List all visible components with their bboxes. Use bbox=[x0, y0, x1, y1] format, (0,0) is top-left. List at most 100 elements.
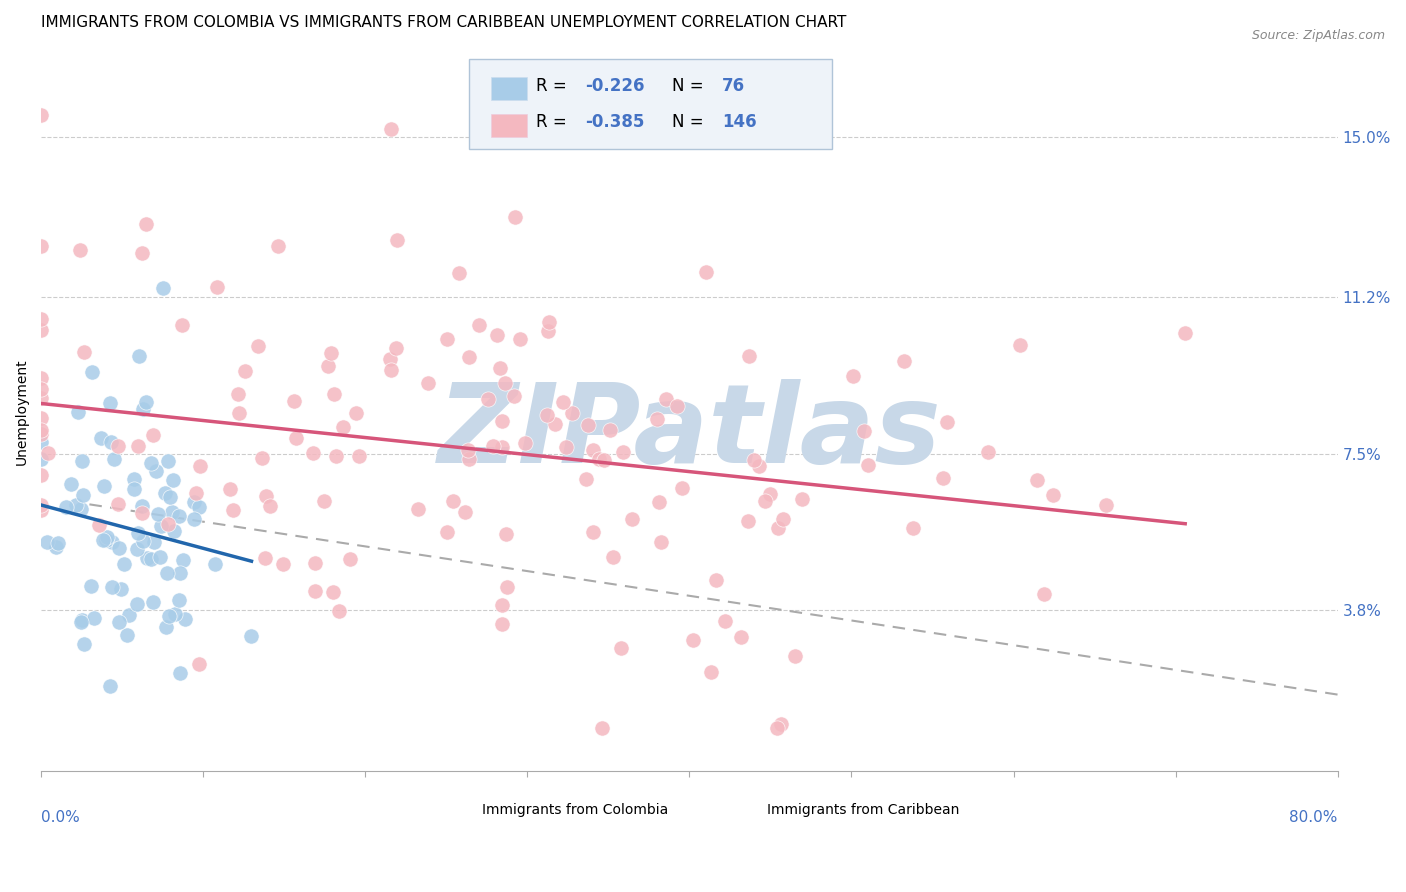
Point bbox=[250, 450, 273, 465]
Point bbox=[132, 534, 155, 549]
Point bbox=[416, 376, 439, 390]
Point bbox=[98, 679, 121, 693]
Point bbox=[101, 535, 124, 549]
Point bbox=[30, 370, 52, 384]
Text: N =: N = bbox=[672, 113, 709, 131]
Point bbox=[169, 508, 191, 523]
Point bbox=[322, 585, 344, 599]
Point bbox=[184, 486, 207, 500]
Point bbox=[46, 536, 69, 550]
Point bbox=[143, 535, 166, 549]
Point bbox=[139, 456, 162, 470]
Point bbox=[107, 497, 129, 511]
Point bbox=[83, 611, 105, 625]
Text: 0.0%: 0.0% bbox=[41, 810, 80, 825]
Point bbox=[339, 552, 361, 566]
Point bbox=[90, 431, 112, 445]
Point bbox=[458, 350, 481, 364]
Point bbox=[713, 615, 735, 629]
Point bbox=[772, 512, 794, 526]
Point bbox=[621, 511, 644, 525]
Point bbox=[107, 440, 129, 454]
Point bbox=[1010, 338, 1032, 352]
Point bbox=[240, 629, 263, 643]
Point bbox=[650, 535, 672, 549]
Point bbox=[82, 365, 104, 379]
Point bbox=[131, 500, 153, 514]
Point bbox=[205, 279, 228, 293]
Point bbox=[118, 608, 141, 623]
Point bbox=[30, 382, 52, 396]
Point bbox=[271, 558, 294, 572]
Point bbox=[328, 604, 350, 618]
Point bbox=[477, 392, 499, 406]
Point bbox=[323, 387, 346, 401]
Point bbox=[37, 535, 59, 549]
Point bbox=[30, 424, 52, 438]
Point bbox=[454, 505, 477, 519]
Point bbox=[142, 427, 165, 442]
Point bbox=[599, 423, 621, 437]
Point bbox=[108, 615, 131, 630]
Point bbox=[122, 472, 145, 486]
Point bbox=[169, 665, 191, 680]
Point bbox=[246, 339, 269, 353]
Point bbox=[503, 389, 526, 403]
Y-axis label: Unemployment: Unemployment bbox=[15, 358, 30, 465]
Point bbox=[157, 454, 180, 468]
Point bbox=[172, 553, 194, 567]
Point bbox=[155, 620, 177, 634]
Point bbox=[457, 451, 479, 466]
Text: Immigrants from Colombia: Immigrants from Colombia bbox=[482, 803, 668, 817]
Point bbox=[101, 580, 124, 594]
Point bbox=[127, 439, 149, 453]
Point bbox=[139, 552, 162, 566]
Point bbox=[738, 349, 761, 363]
FancyBboxPatch shape bbox=[735, 800, 761, 819]
Point bbox=[770, 716, 793, 731]
Point bbox=[91, 533, 114, 548]
Point bbox=[254, 489, 277, 503]
Point bbox=[135, 395, 157, 409]
Point bbox=[162, 473, 184, 487]
Point bbox=[148, 507, 170, 521]
Point bbox=[159, 490, 181, 504]
Point bbox=[1033, 587, 1056, 601]
Point bbox=[183, 512, 205, 526]
Point bbox=[174, 612, 197, 626]
Point bbox=[30, 427, 52, 442]
Point bbox=[283, 393, 305, 408]
Point bbox=[737, 514, 759, 528]
Text: Immigrants from Caribbean: Immigrants from Caribbean bbox=[768, 803, 959, 817]
Point bbox=[380, 122, 402, 136]
Point bbox=[856, 458, 879, 473]
Point bbox=[347, 450, 370, 464]
Point bbox=[30, 108, 52, 122]
Point bbox=[228, 387, 250, 401]
Point bbox=[125, 597, 148, 611]
Point bbox=[977, 444, 1000, 458]
Point bbox=[1174, 326, 1197, 340]
Point bbox=[576, 418, 599, 433]
Point bbox=[754, 493, 776, 508]
Point bbox=[759, 487, 782, 501]
Point bbox=[671, 481, 693, 495]
Point bbox=[654, 392, 676, 407]
Point bbox=[188, 500, 211, 515]
Point bbox=[538, 315, 561, 329]
Point bbox=[304, 556, 326, 570]
Point bbox=[936, 415, 959, 429]
Text: -0.226: -0.226 bbox=[585, 77, 645, 95]
Text: 80.0%: 80.0% bbox=[1289, 810, 1337, 825]
Point bbox=[59, 477, 82, 491]
Point bbox=[706, 573, 728, 587]
Point bbox=[131, 506, 153, 520]
Point bbox=[89, 518, 111, 533]
Point bbox=[163, 524, 186, 538]
Point bbox=[436, 524, 458, 539]
Point bbox=[647, 495, 669, 509]
Point bbox=[167, 593, 190, 607]
Text: R =: R = bbox=[536, 77, 572, 95]
Point bbox=[152, 281, 174, 295]
Point bbox=[128, 349, 150, 363]
